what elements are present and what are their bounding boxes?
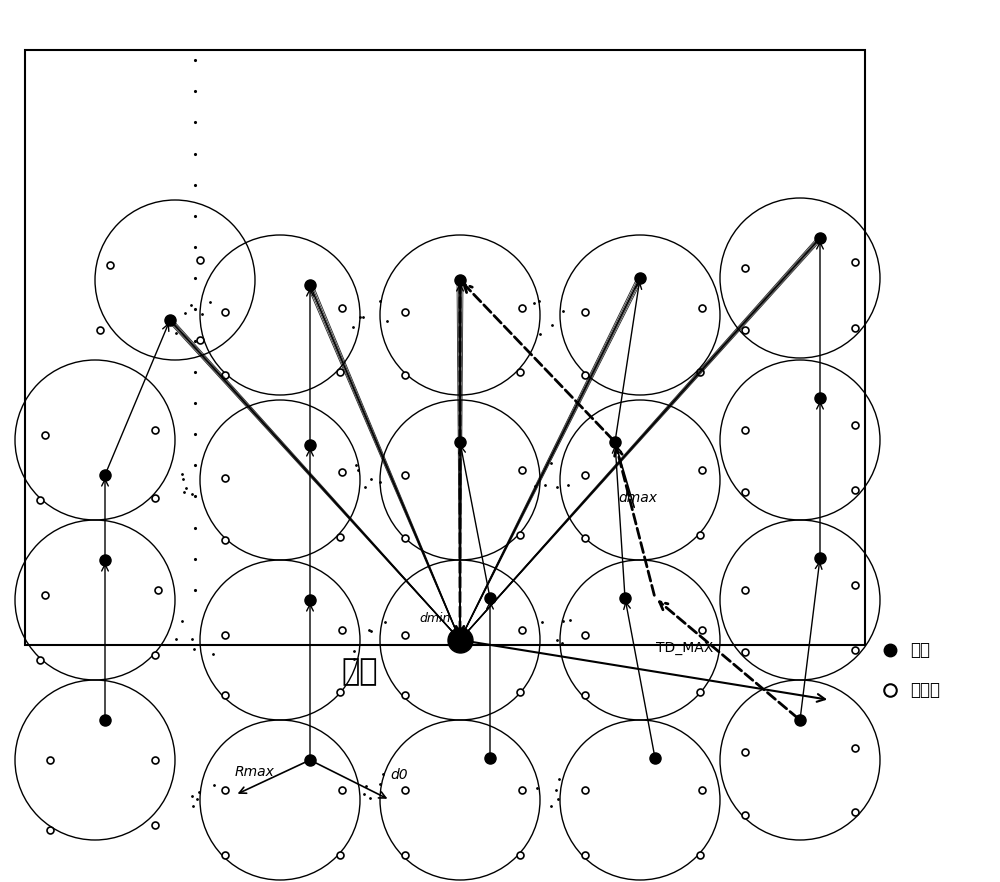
Text: 簇头: 簇头 [910, 641, 930, 659]
Text: d0: d0 [390, 768, 408, 782]
Text: 簇成员: 簇成员 [910, 681, 940, 699]
Bar [25, 50, 865, 645]
Text: dmin: dmin [419, 611, 451, 624]
Text: dmax: dmax [618, 491, 657, 505]
Text: TD_MAX: TD_MAX [656, 641, 714, 655]
Text: 基站: 基站 [342, 657, 378, 686]
Text: Rmax: Rmax [235, 765, 275, 779]
